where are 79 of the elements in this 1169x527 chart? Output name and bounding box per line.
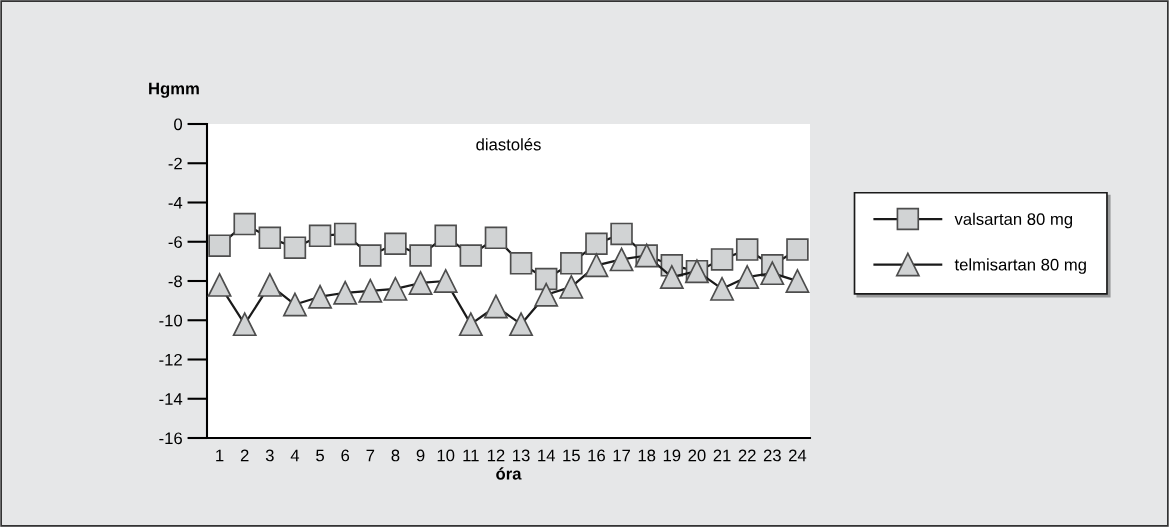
x-tick-label: 13: [513, 449, 530, 462]
x-tick-label: 4: [290, 449, 300, 462]
text: diastolés: [476, 138, 541, 151]
point: [258, 226, 282, 250]
point: [433, 269, 458, 293]
point: [358, 278, 383, 303]
x-tick-label: 19: [663, 449, 681, 462]
point: [610, 222, 633, 246]
point: [459, 244, 483, 267]
point: [710, 276, 735, 301]
point: [458, 312, 483, 337]
x-tick-label: 7: [366, 449, 375, 462]
x-axis-title: óra: [496, 467, 522, 480]
point: [659, 265, 684, 290]
legend-label: telmisartan 80 mg: [954, 258, 1086, 274]
point: [585, 232, 608, 255]
y-tick-label: -14: [159, 393, 183, 405]
x-tick-label: 17: [613, 449, 630, 462]
x-tick-label: 9: [416, 449, 425, 462]
point: [760, 261, 785, 286]
x-tick-label: 3: [265, 449, 274, 462]
y-axis-title: Hgmm: [149, 82, 199, 98]
point: [609, 247, 634, 272]
point: [283, 236, 307, 259]
x-tick-label: 1: [216, 449, 224, 462]
point: [559, 274, 584, 299]
y-tick-label: -4: [168, 197, 183, 209]
point: [786, 238, 809, 261]
x-tick-label: 16: [588, 449, 605, 462]
y-tick-label: -10: [159, 314, 183, 327]
legend-label: valsartan 80 mg: [954, 212, 1073, 229]
point: [509, 312, 534, 337]
point: [409, 244, 432, 267]
x-tick-label: 12: [487, 449, 505, 462]
y-tick-label: -2: [168, 157, 182, 170]
point: [735, 238, 759, 261]
x-tick-label: 2: [240, 449, 249, 462]
point: [785, 269, 810, 293]
x-tick-label: 14: [538, 449, 555, 462]
point: [434, 224, 457, 248]
x-tick-label: 11: [463, 449, 479, 462]
y-tick-label: 0: [174, 118, 183, 131]
point: [207, 272, 232, 297]
point: [257, 272, 282, 297]
point: [233, 212, 256, 236]
point: [308, 284, 333, 309]
point: [333, 222, 357, 246]
point: [710, 248, 734, 271]
x-tick-label: 10: [437, 449, 455, 462]
point: [383, 276, 408, 301]
point: [484, 226, 508, 250]
point: [208, 234, 231, 257]
x-tick-label: 22: [738, 449, 756, 462]
y-tick-label: -6: [168, 236, 182, 248]
point: [384, 232, 407, 255]
point: [584, 253, 609, 278]
y-tick-label: -12: [159, 353, 182, 366]
point: [308, 224, 332, 248]
point: [735, 265, 760, 290]
point: [232, 312, 257, 337]
x-tick-label: 21: [713, 449, 731, 462]
y-tick-label: -8: [168, 275, 182, 288]
point: [408, 271, 433, 295]
x-tick-label: 23: [763, 449, 781, 462]
x-tick-label: 15: [563, 449, 580, 462]
x-tick-label: 18: [638, 449, 656, 462]
x-tick-label: 6: [341, 449, 350, 462]
x-tick-label: 24: [789, 449, 807, 462]
point: [333, 280, 358, 305]
point: [483, 294, 508, 319]
x-tick-label: 20: [688, 449, 706, 462]
point: [509, 252, 533, 275]
y-tick-label: -16: [159, 432, 182, 445]
point: [282, 292, 307, 317]
point: [359, 244, 382, 267]
x-tick-label: 5: [316, 449, 324, 462]
point: [534, 282, 559, 307]
x-tick-label: 8: [391, 449, 400, 462]
point: [560, 252, 583, 275]
